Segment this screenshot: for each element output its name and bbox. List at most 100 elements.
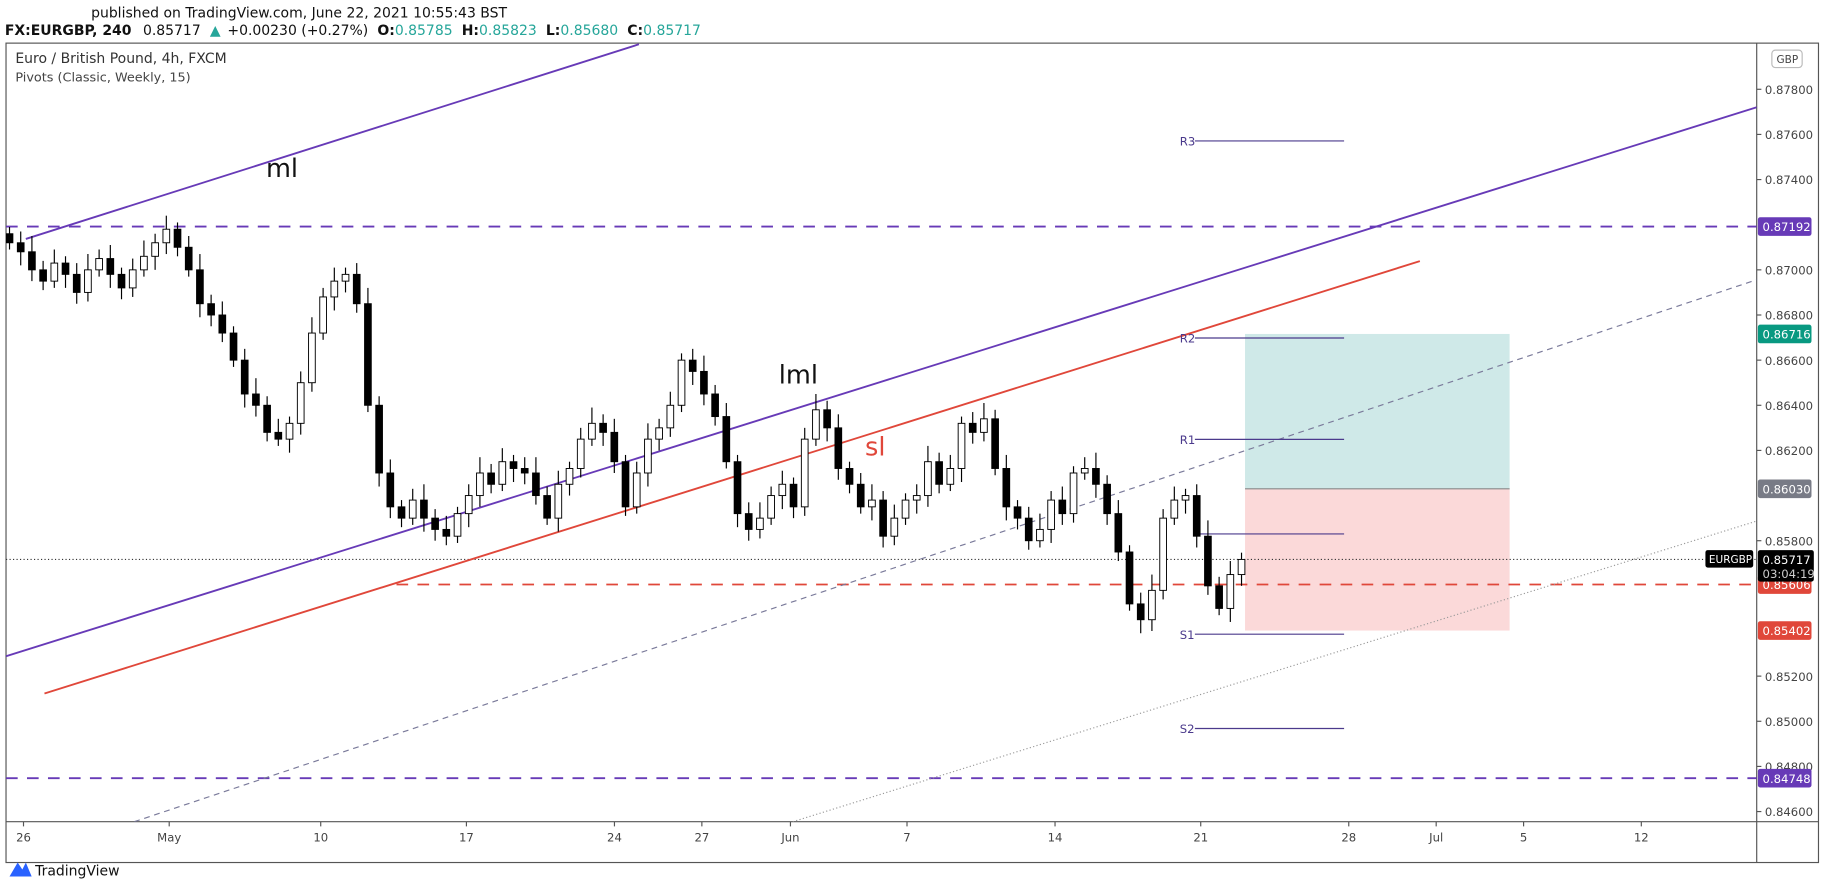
- candle[interactable]: [431, 509, 439, 541]
- candle[interactable]: [700, 355, 708, 406]
- target-zone[interactable]: [1245, 333, 1510, 489]
- candle[interactable]: [1181, 488, 1190, 514]
- candle[interactable]: [599, 414, 607, 446]
- candle[interactable]: [722, 403, 731, 469]
- candle[interactable]: [39, 260, 47, 291]
- candle[interactable]: [1092, 452, 1100, 498]
- candle[interactable]: [296, 371, 305, 435]
- candle[interactable]: [375, 396, 383, 487]
- candle[interactable]: [341, 267, 350, 293]
- candle[interactable]: [1036, 513, 1044, 548]
- candle[interactable]: [274, 418, 283, 446]
- candle[interactable]: [28, 235, 36, 282]
- time-axis[interactable]: 26 May 10 17 24 27 Jun 7 14 21 28 Jul 5 12: [16, 821, 1649, 845]
- sliding-line[interactable]: [44, 260, 1421, 695]
- candle[interactable]: [509, 454, 518, 483]
- candle[interactable]: [1058, 486, 1067, 525]
- candle[interactable]: [957, 416, 966, 483]
- candle[interactable]: [576, 427, 585, 478]
- candle[interactable]: [543, 486, 551, 525]
- candle[interactable]: [1204, 520, 1212, 595]
- candle[interactable]: [744, 502, 753, 541]
- candle[interactable]: [946, 454, 955, 492]
- candle[interactable]: [140, 240, 148, 277]
- candle[interactable]: [655, 418, 663, 451]
- candle[interactable]: [151, 233, 159, 270]
- candle[interactable]: [1103, 475, 1111, 525]
- candle[interactable]: [285, 416, 294, 453]
- candle[interactable]: [1125, 545, 1134, 611]
- candle[interactable]: [386, 459, 395, 519]
- candle[interactable]: [733, 454, 742, 528]
- candle[interactable]: [352, 263, 361, 313]
- lower-median-line[interactable]: [6, 106, 1757, 658]
- candle[interactable]: [800, 427, 809, 516]
- candle[interactable]: [856, 472, 865, 514]
- indicator-legend[interactable]: Pivots (Classic, Weekly, 15): [15, 71, 190, 86]
- candle[interactable]: [1136, 592, 1145, 634]
- candle[interactable]: [778, 470, 787, 510]
- candle[interactable]: [924, 445, 932, 507]
- candle[interactable]: [632, 461, 641, 514]
- candle[interactable]: [1148, 574, 1156, 631]
- candle[interactable]: [823, 400, 831, 442]
- candle[interactable]: [968, 412, 977, 444]
- candle[interactable]: [453, 506, 462, 543]
- candle[interactable]: [72, 263, 81, 304]
- candle[interactable]: [16, 231, 25, 266]
- candle[interactable]: [935, 452, 943, 494]
- candle[interactable]: [666, 391, 675, 437]
- candle[interactable]: [677, 353, 686, 413]
- candle[interactable]: [1114, 500, 1123, 562]
- candle[interactable]: [106, 245, 115, 288]
- price-axis[interactable]: 0.87800 0.87600 0.87400 0.87000 0.86800 0.866…: [1705, 49, 1815, 819]
- candle[interactable]: [834, 414, 843, 480]
- candle[interactable]: [229, 326, 238, 367]
- median-line-upper[interactable]: [25, 43, 640, 240]
- candle[interactable]: [397, 500, 406, 528]
- candle[interactable]: [644, 423, 652, 487]
- candle[interactable]: [912, 484, 921, 514]
- candle[interactable]: [240, 348, 249, 408]
- candle[interactable]: [532, 457, 540, 505]
- candle[interactable]: [868, 484, 876, 521]
- dashed-parallel-line[interactable]: [134, 279, 1757, 822]
- currency-badge[interactable]: [1771, 49, 1803, 69]
- candle[interactable]: [767, 486, 775, 525]
- candle[interactable]: [442, 515, 451, 546]
- candle[interactable]: [408, 488, 417, 525]
- candle[interactable]: [6, 226, 14, 250]
- candle[interactable]: [845, 461, 854, 494]
- candle[interactable]: [1192, 484, 1201, 548]
- candle[interactable]: [207, 294, 215, 327]
- candle[interactable]: [1047, 491, 1055, 543]
- candle[interactable]: [1170, 486, 1179, 525]
- candle[interactable]: [61, 256, 70, 288]
- candle[interactable]: [319, 287, 327, 340]
- candle[interactable]: [1215, 576, 1223, 616]
- candle[interactable]: [756, 502, 764, 539]
- candle[interactable]: [901, 493, 910, 525]
- candle[interactable]: [789, 477, 798, 519]
- plot-area[interactable]: [6, 43, 1757, 822]
- candle[interactable]: [980, 403, 988, 442]
- candle[interactable]: [1237, 552, 1246, 586]
- candle[interactable]: [1226, 561, 1235, 622]
- candle[interactable]: [173, 222, 182, 257]
- candle[interactable]: [308, 317, 316, 392]
- candle[interactable]: [812, 393, 820, 446]
- candle[interactable]: [520, 457, 529, 485]
- candle[interactable]: [890, 504, 899, 546]
- candle[interactable]: [128, 258, 137, 297]
- candle[interactable]: [588, 407, 596, 446]
- candle[interactable]: [84, 254, 92, 302]
- candle[interactable]: [610, 418, 619, 473]
- dotted-parallel-line[interactable]: [792, 520, 1757, 822]
- candle[interactable]: [621, 454, 630, 516]
- candle[interactable]: [1159, 509, 1167, 600]
- tradingview-logo[interactable]: TradingView: [9, 862, 120, 880]
- candle[interactable]: [688, 348, 697, 385]
- candle[interactable]: [991, 409, 999, 476]
- candle[interactable]: [95, 249, 103, 277]
- candle[interactable]: [162, 215, 171, 255]
